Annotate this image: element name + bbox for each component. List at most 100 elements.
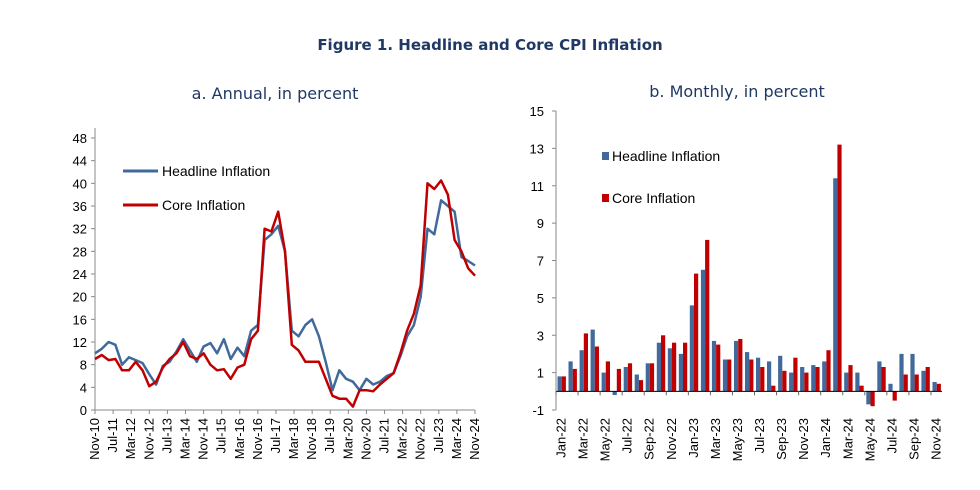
x-tick-label: Sep-23 (774, 418, 789, 460)
y-tick-label: 0 (80, 403, 87, 418)
core-inflation-bar (782, 370, 787, 392)
x-tick-label: Mar-24 (840, 418, 855, 459)
headline-inflation-bar (866, 391, 871, 405)
headline-inflation-bar (921, 370, 926, 392)
core-inflation-bar (705, 239, 710, 392)
core-inflation-bar (561, 376, 566, 392)
y-tick-label: 15 (530, 104, 544, 119)
x-tick-label: Jan-23 (686, 418, 701, 458)
x-tick-label: Jul-11 (105, 418, 120, 452)
x-tick-label: Jul-15 (214, 418, 229, 453)
x-tick-label: Jul-17 (268, 418, 283, 453)
headline-inflation-bar (612, 391, 617, 395)
x-tick-label: May-23 (730, 418, 745, 461)
legend-label: Core Inflation (162, 197, 245, 213)
core-inflation-bar (661, 335, 666, 392)
x-tick-label: Mar-23 (708, 418, 723, 459)
x-tick-label: Jul-13 (159, 418, 174, 453)
core-inflation-bar (572, 368, 577, 392)
y-tick-label: 4 (80, 380, 87, 395)
y-tick-label: 9 (537, 216, 544, 231)
core-inflation-bar (837, 144, 842, 392)
core-inflation-bar (804, 372, 809, 392)
headline-inflation-bar (579, 350, 584, 392)
headline-inflation-bar (877, 361, 882, 392)
core-inflation-bar (936, 383, 941, 392)
headline-inflation-bar (756, 357, 761, 392)
core-inflation-bar (649, 363, 655, 392)
x-tick-label: Mar-22 (576, 418, 591, 459)
legend-label: Headline Inflation (162, 163, 270, 179)
core-inflation-bar (583, 333, 588, 392)
x-tick-label: Nov-12 (141, 418, 156, 460)
x-tick-label: Nov-10 (87, 418, 102, 460)
core-inflation-bar (727, 359, 732, 392)
y-tick-label: 40 (73, 176, 87, 191)
monthly-subtitle: b. Monthly, in percent (649, 82, 825, 101)
core-inflation-bar (815, 367, 820, 392)
core-inflation-bar (870, 391, 875, 407)
x-tick-label: Mar-14 (177, 418, 192, 459)
x-tick-label: Jul-23 (431, 418, 446, 453)
x-tick-label: Nov-16 (250, 418, 265, 460)
x-tick-label: Nov-14 (196, 418, 211, 460)
headline-inflation-bar (811, 365, 816, 392)
x-tick-label: May-24 (862, 418, 877, 461)
core-inflation-bar (638, 380, 644, 392)
headline-inflation-bar (689, 305, 694, 392)
x-tick-label: Nov-20 (358, 418, 373, 460)
y-tick-label: 1 (537, 366, 544, 381)
headline-inflation-bar (678, 353, 683, 392)
y-tick-label: 36 (73, 199, 87, 214)
headline-inflation-bar (899, 353, 904, 392)
headline-inflation-bar (711, 340, 717, 392)
y-tick-label: 44 (73, 154, 87, 169)
x-tick-label: Nov-24 (928, 418, 943, 460)
x-tick-label: Jul-21 (377, 418, 392, 453)
annual-subtitle: a. Annual, in percent (192, 84, 359, 103)
core-inflation-bar (616, 368, 621, 392)
headline-inflation-bar (734, 340, 739, 392)
x-tick-label: Mar-18 (286, 418, 301, 459)
headline-inflation-bar (700, 269, 706, 392)
core-inflation-bar (914, 374, 919, 392)
x-tick-label: Jul-19 (322, 418, 337, 453)
headline-inflation-bar (722, 359, 728, 392)
x-tick-label: Mar-22 (395, 418, 410, 459)
y-tick-label: 3 (537, 328, 544, 343)
y-tick-label: 5 (537, 291, 544, 306)
core-inflation-bar (738, 339, 743, 392)
headline-inflation-bar (778, 355, 783, 392)
headline-inflation-bar (557, 376, 562, 392)
core-inflation-bar (903, 374, 908, 392)
headline-inflation-bar (910, 353, 915, 392)
headline-inflation-bar (745, 352, 750, 392)
y-tick-label: 7 (537, 254, 544, 269)
y-tick-label: 12 (73, 335, 87, 350)
core-inflation-bar (771, 385, 776, 392)
core-inflation-bar (749, 359, 754, 392)
core-inflation-bar (925, 367, 930, 392)
figure-title: Figure 1. Headline and Core CPI Inflatio… (317, 36, 662, 54)
core-inflation-bar (760, 367, 765, 392)
headline-inflation-bar (855, 372, 860, 392)
y-tick-label: 11 (531, 179, 545, 194)
core-inflation-bar (881, 367, 886, 392)
core-inflation-bar (848, 365, 853, 392)
x-tick-label: Nov-22 (664, 418, 679, 460)
x-tick-label: Nov-22 (413, 418, 428, 460)
headline-inflation-bar (844, 372, 849, 392)
y-tick-label: 48 (73, 131, 87, 146)
legend-label: Core Inflation (612, 190, 695, 206)
headline-inflation-bar (667, 348, 672, 392)
x-tick-label: May-22 (598, 418, 613, 461)
core-inflation-bar (892, 391, 897, 401)
headline-inflation-bar (645, 363, 650, 392)
core-inflation-bar (627, 363, 633, 392)
headline-inflation-bar (623, 367, 628, 392)
x-tick-label: Mar-24 (449, 418, 464, 459)
headline-inflation-bar (767, 361, 772, 392)
